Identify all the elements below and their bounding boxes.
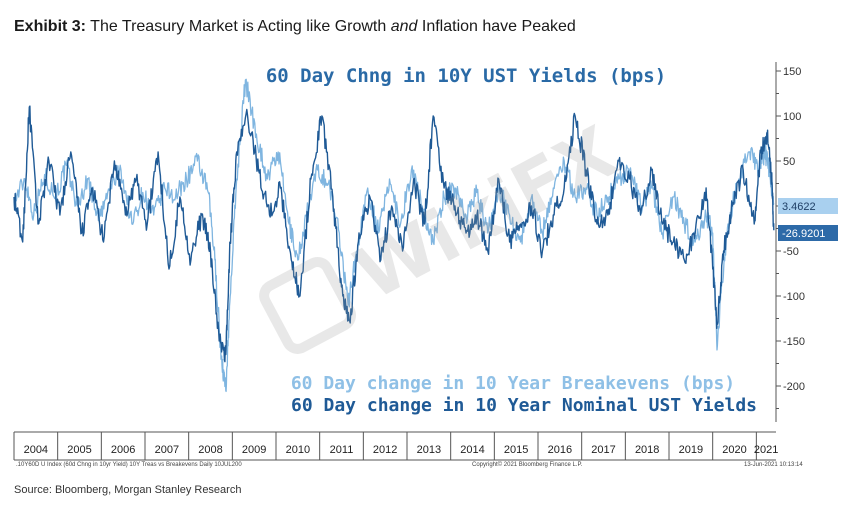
x-tick-label: 2020: [722, 444, 746, 456]
y-tick-label: -150: [783, 336, 805, 348]
x-tick-label: 2009: [242, 444, 266, 456]
exhibit-label: Exhibit 3:: [14, 18, 87, 35]
legend-nominal: 60 Day change in 10 Year Nominal UST Yie…: [291, 395, 757, 416]
series-line-1: [13, 105, 775, 363]
exhibit-title: Exhibit 3: The Treasury Market is Acting…: [14, 18, 576, 36]
x-tick-label: 2014: [460, 444, 484, 456]
plot-area: [14, 62, 776, 422]
legend-breakevens: 60 Day change in 10 Year Breakevens (bps…: [291, 373, 735, 394]
series-line-0: [13, 78, 775, 393]
x-tick-label: 2017: [591, 444, 615, 456]
x-tick-label: 2015: [504, 444, 528, 456]
title-part2: Inflation have Peaked: [421, 18, 576, 35]
y-tick-label: -50: [783, 246, 799, 258]
x-tick-label: 2012: [373, 444, 397, 456]
last-value-tag-1: [778, 225, 838, 241]
x-tick-label: 2013: [417, 444, 441, 456]
title-italic: and: [390, 18, 418, 35]
footer-index-note: .10Y60D U Index (60d Chng in 10yr Yield)…: [16, 462, 242, 468]
last-value-label-1: -26.9201: [782, 228, 825, 240]
x-tick-label: 2018: [635, 444, 659, 456]
y-tick-label: 100: [783, 111, 801, 123]
y-axis: 150 100 50 -50 -100 -150 -200: [775, 62, 805, 422]
y-tick-label: 150: [783, 66, 801, 78]
x-tick-label: 2019: [679, 444, 703, 456]
y-tick-label: 50: [783, 156, 795, 168]
x-tick-label: 2008: [198, 444, 222, 456]
plot-background: [14, 62, 776, 422]
x-axis: 2004 2005 2006 2007 2008 2009 2010 2011 2012 2013…: [13, 431, 778, 461]
last-value-tag-0: [778, 198, 838, 214]
footer-timestamp: 13-Jun-2021 10:13:14: [744, 462, 803, 468]
x-tick-label: 2021: [754, 444, 778, 456]
x-tick-label: 2006: [111, 444, 135, 456]
x-tick-label: 2005: [67, 444, 91, 456]
footer-copyright: Copyright© 2021 Bloomberg Finance L.P.: [472, 462, 583, 468]
last-value-label-0: 3.4622: [782, 201, 816, 213]
x-tick-label: 2010: [286, 444, 310, 456]
x-tick-label: 2011: [330, 444, 354, 456]
y-tick-label: -200: [783, 381, 805, 393]
chart-title: 60 Day Chng in 10Y UST Yields (bps): [266, 65, 666, 87]
value-labels: 3.4622 -26.9201: [778, 198, 838, 241]
series-lines: [13, 78, 775, 393]
source-note: Source: Bloomberg, Morgan Stanley Resear…: [14, 484, 242, 496]
x-tick-label: 2007: [155, 444, 179, 456]
y-tick-label: -100: [783, 291, 805, 303]
title-part1: The Treasury Market is Acting like Growt…: [90, 18, 387, 35]
x-tick-label: 2016: [548, 444, 572, 456]
x-tick-label: 2004: [24, 444, 48, 456]
